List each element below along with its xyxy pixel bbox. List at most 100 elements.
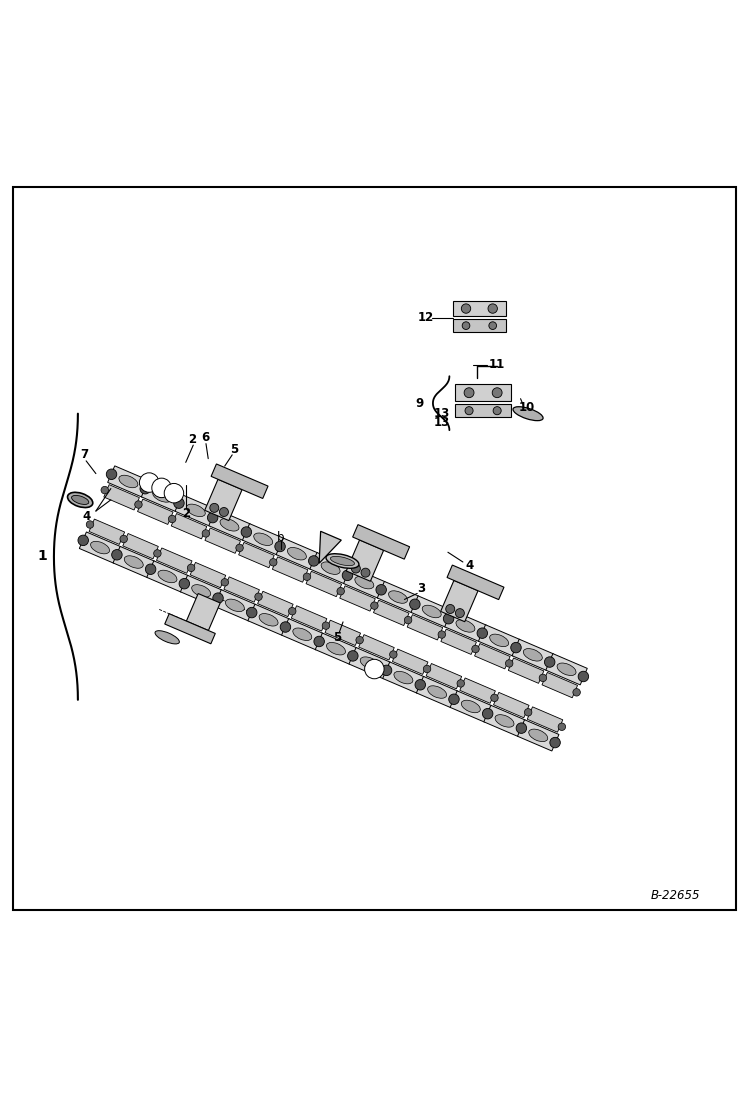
Polygon shape bbox=[455, 404, 511, 418]
Circle shape bbox=[381, 665, 392, 676]
Polygon shape bbox=[479, 625, 520, 656]
Circle shape bbox=[457, 680, 464, 687]
Circle shape bbox=[139, 473, 159, 493]
Polygon shape bbox=[460, 678, 495, 703]
Ellipse shape bbox=[513, 407, 543, 420]
Circle shape bbox=[492, 387, 502, 397]
Circle shape bbox=[322, 622, 330, 630]
Circle shape bbox=[465, 407, 473, 415]
Polygon shape bbox=[315, 633, 357, 665]
Ellipse shape bbox=[529, 730, 548, 742]
Circle shape bbox=[506, 659, 513, 667]
Ellipse shape bbox=[119, 475, 138, 488]
Polygon shape bbox=[89, 519, 124, 544]
Circle shape bbox=[135, 501, 142, 508]
Text: 4: 4 bbox=[82, 510, 91, 523]
Circle shape bbox=[491, 694, 498, 702]
Polygon shape bbox=[258, 591, 293, 617]
Circle shape bbox=[140, 484, 151, 494]
Circle shape bbox=[342, 570, 353, 580]
Ellipse shape bbox=[124, 556, 143, 568]
Ellipse shape bbox=[360, 657, 379, 669]
Circle shape bbox=[207, 512, 218, 523]
Text: 9: 9 bbox=[415, 397, 424, 409]
Polygon shape bbox=[346, 540, 383, 581]
Circle shape bbox=[446, 604, 455, 613]
Circle shape bbox=[550, 737, 560, 748]
Circle shape bbox=[86, 521, 94, 529]
Ellipse shape bbox=[187, 505, 205, 517]
Polygon shape bbox=[392, 649, 428, 675]
Circle shape bbox=[462, 321, 470, 329]
Ellipse shape bbox=[72, 496, 89, 505]
Circle shape bbox=[179, 578, 189, 589]
Polygon shape bbox=[147, 561, 188, 592]
Circle shape bbox=[410, 599, 420, 610]
Polygon shape bbox=[452, 301, 506, 316]
Ellipse shape bbox=[461, 700, 480, 713]
Circle shape bbox=[152, 478, 172, 498]
Ellipse shape bbox=[225, 599, 244, 612]
Circle shape bbox=[404, 617, 412, 624]
Circle shape bbox=[438, 631, 446, 638]
Ellipse shape bbox=[91, 541, 109, 554]
Polygon shape bbox=[383, 661, 424, 693]
Polygon shape bbox=[239, 542, 274, 568]
Polygon shape bbox=[450, 691, 491, 722]
Polygon shape bbox=[340, 586, 375, 611]
Text: 3: 3 bbox=[418, 581, 425, 595]
Circle shape bbox=[255, 593, 262, 600]
Circle shape bbox=[578, 671, 589, 681]
Polygon shape bbox=[306, 572, 342, 597]
Polygon shape bbox=[187, 593, 220, 631]
Polygon shape bbox=[211, 464, 268, 498]
Polygon shape bbox=[475, 644, 510, 669]
Circle shape bbox=[155, 482, 169, 495]
Circle shape bbox=[169, 516, 176, 523]
Circle shape bbox=[337, 588, 345, 595]
Polygon shape bbox=[209, 509, 250, 541]
Circle shape bbox=[464, 387, 474, 397]
Polygon shape bbox=[455, 384, 511, 400]
Ellipse shape bbox=[155, 631, 179, 644]
Circle shape bbox=[142, 476, 156, 489]
Circle shape bbox=[164, 484, 184, 502]
Polygon shape bbox=[104, 485, 139, 510]
Polygon shape bbox=[273, 557, 308, 583]
Circle shape bbox=[443, 613, 454, 624]
Polygon shape bbox=[165, 613, 215, 644]
Circle shape bbox=[415, 679, 425, 690]
Circle shape bbox=[348, 651, 358, 661]
Ellipse shape bbox=[259, 613, 278, 626]
Ellipse shape bbox=[456, 620, 475, 632]
Circle shape bbox=[423, 665, 431, 672]
Circle shape bbox=[167, 486, 181, 500]
Circle shape bbox=[371, 602, 378, 610]
Circle shape bbox=[361, 568, 370, 577]
Circle shape bbox=[461, 304, 470, 314]
Text: 2: 2 bbox=[182, 507, 189, 520]
Polygon shape bbox=[411, 596, 452, 627]
Text: 1: 1 bbox=[37, 548, 48, 563]
Polygon shape bbox=[248, 604, 289, 635]
Circle shape bbox=[213, 592, 223, 603]
Circle shape bbox=[303, 573, 311, 580]
Circle shape bbox=[472, 645, 479, 653]
Circle shape bbox=[112, 550, 122, 561]
Polygon shape bbox=[353, 524, 410, 559]
Ellipse shape bbox=[389, 591, 407, 603]
Polygon shape bbox=[172, 513, 207, 539]
Circle shape bbox=[482, 709, 493, 719]
Text: B-22655: B-22655 bbox=[651, 889, 700, 902]
Polygon shape bbox=[426, 664, 461, 689]
Polygon shape bbox=[175, 495, 216, 525]
Circle shape bbox=[488, 304, 497, 314]
Polygon shape bbox=[243, 523, 284, 555]
Circle shape bbox=[154, 550, 161, 557]
Polygon shape bbox=[205, 528, 240, 553]
Polygon shape bbox=[79, 532, 121, 563]
Text: 4: 4 bbox=[465, 559, 474, 573]
Circle shape bbox=[275, 541, 285, 552]
Polygon shape bbox=[291, 606, 327, 631]
Circle shape bbox=[516, 723, 527, 734]
